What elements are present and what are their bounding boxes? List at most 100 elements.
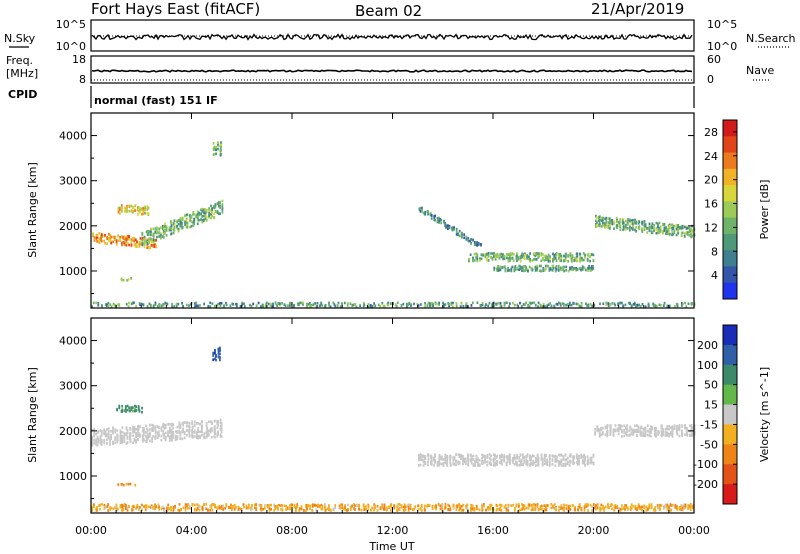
data-cell: [456, 504, 459, 507]
data-cell: [500, 252, 503, 256]
data-cell: [145, 427, 148, 431]
data-cell: [653, 508, 656, 511]
data-cell: [220, 141, 222, 144]
data-cell: [131, 508, 134, 512]
data-cell: [154, 230, 157, 234]
data-cell: [199, 422, 201, 426]
data-cell: [129, 428, 132, 431]
data-cell: [641, 227, 644, 230]
data-cell: [537, 456, 540, 460]
data-cell: [689, 433, 691, 437]
data-cell: [472, 257, 474, 260]
data-cell: [255, 304, 258, 307]
data-cell: [540, 252, 543, 255]
data-cell: [536, 503, 539, 506]
data-cell: [141, 231, 144, 235]
data-cell: [363, 303, 366, 306]
data-cell: [481, 302, 484, 305]
data-cell: [441, 503, 444, 507]
data-cell: [158, 506, 160, 509]
data-cell: [379, 507, 382, 511]
data-cell: [156, 230, 158, 233]
data-cell: [444, 457, 447, 461]
data-cell: [595, 221, 598, 224]
data-cell: [199, 430, 201, 433]
data-cell: [128, 409, 131, 412]
data-cell: [683, 225, 686, 229]
data-cell: [170, 225, 173, 229]
data-cell: [616, 220, 618, 223]
data-cell: [172, 430, 175, 434]
data-cell: [684, 503, 687, 507]
data-cell: [680, 234, 683, 237]
data-cell: [567, 269, 570, 273]
data-cell: [424, 210, 427, 214]
data-cell: [210, 505, 213, 508]
data-cell: [476, 241, 478, 244]
data-cell: [248, 503, 250, 507]
data-cell: [535, 460, 537, 464]
data-cell: [144, 508, 147, 511]
data-cell: [659, 507, 662, 511]
data-cell: [130, 406, 133, 409]
data-cell: [525, 268, 528, 271]
data-cell: [643, 224, 646, 228]
data-cell: [176, 435, 179, 438]
data-cell: [119, 505, 122, 509]
data-cell: [657, 431, 660, 434]
data-cell: [685, 232, 688, 235]
data-cell: [121, 436, 124, 439]
data-cell: [595, 216, 598, 219]
data-cell: [354, 303, 357, 306]
data-cell: [546, 504, 549, 507]
data-cell: [576, 302, 579, 306]
data-cell: [99, 503, 101, 507]
ytick-label: 2000: [59, 425, 87, 438]
data-cell: [488, 462, 491, 466]
data-cell: [158, 227, 161, 230]
data-cell: [565, 268, 568, 272]
data-cell: [381, 504, 384, 507]
data-cell: [215, 353, 217, 357]
data-cell: [622, 225, 625, 229]
data-cell: [617, 432, 620, 436]
data-cell: [162, 236, 165, 239]
data-cell: [427, 503, 429, 507]
data-cell: [439, 504, 442, 508]
data-cell: [460, 454, 462, 457]
data-cell: [132, 425, 134, 429]
data-cell: [442, 458, 445, 461]
data-cell: [162, 225, 165, 229]
data-cell: [555, 253, 558, 257]
data-cell: [554, 464, 557, 467]
data-cell: [649, 434, 652, 438]
data-cell: [407, 503, 410, 506]
data-cell: [536, 264, 539, 268]
data-cell: [400, 304, 403, 307]
data-cell: [418, 458, 420, 462]
data-cell: [656, 506, 659, 510]
data-cell: [440, 218, 443, 222]
data-cell: [429, 212, 432, 215]
data-cell: [518, 509, 520, 512]
data-cell: [510, 269, 513, 273]
data-cell: [603, 507, 606, 510]
data-cell: [188, 422, 191, 425]
data-cell: [560, 464, 563, 467]
data-cell: [546, 256, 549, 260]
data-cell: [522, 453, 524, 456]
data-cell: [667, 230, 670, 233]
data-cell: [400, 505, 403, 509]
data-cell: [172, 231, 175, 235]
data-cell: [438, 301, 440, 305]
data-cell: [196, 503, 199, 507]
data-cell: [299, 507, 301, 510]
data-cell: [126, 242, 129, 245]
data-cell: [519, 260, 522, 263]
data-cell: [211, 206, 213, 210]
data-cell: [135, 304, 137, 308]
data-cell: [565, 462, 568, 466]
data-cell: [106, 237, 109, 241]
data-cell: [550, 503, 553, 506]
